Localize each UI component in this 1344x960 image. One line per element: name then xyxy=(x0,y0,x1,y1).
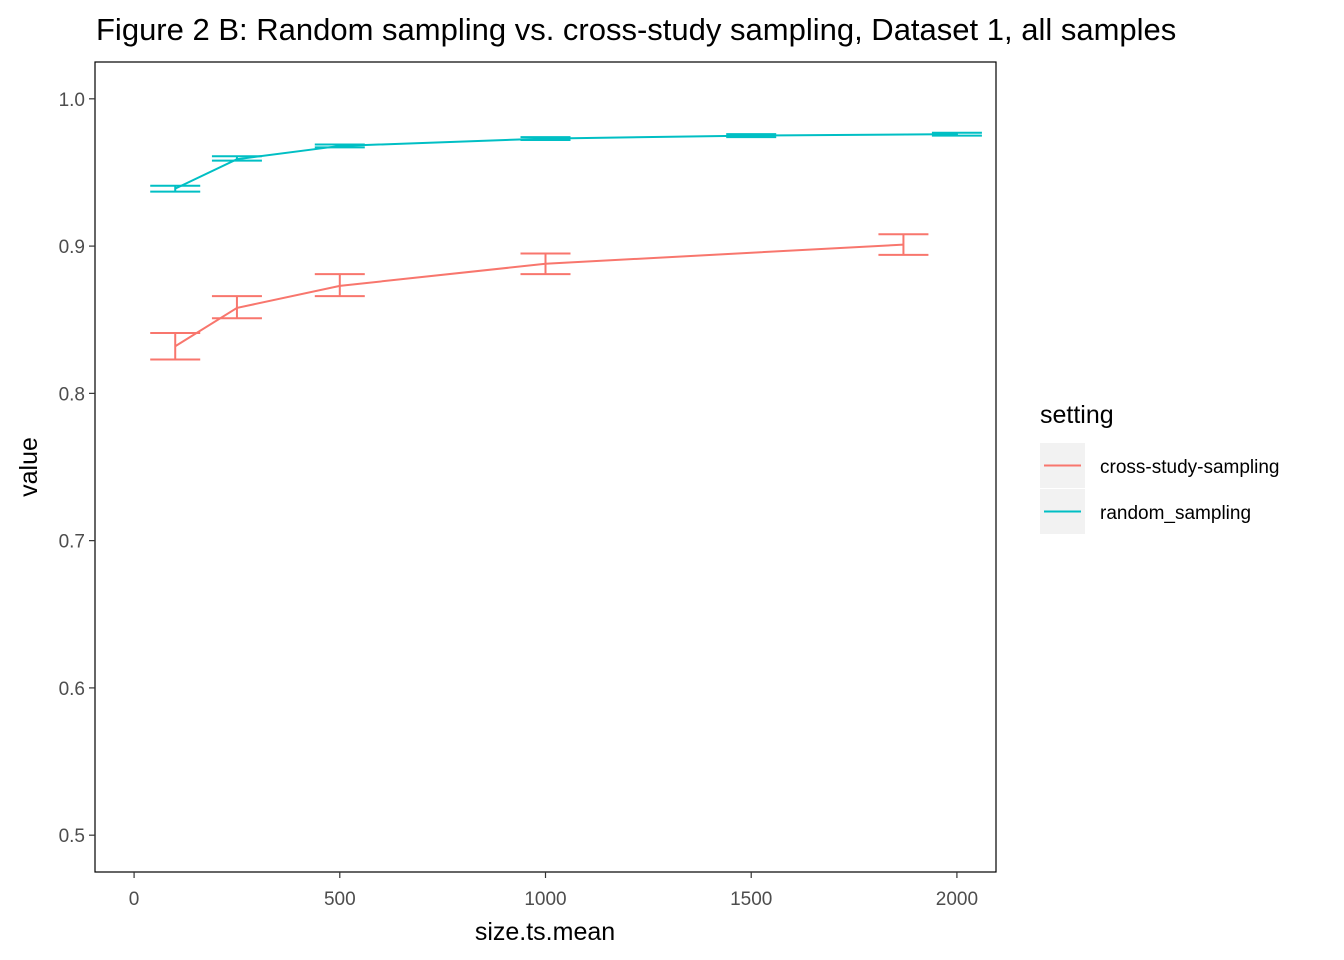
error-bar xyxy=(314,273,365,298)
legend-label: random_sampling xyxy=(1100,503,1251,524)
legend-item: random_sampling xyxy=(1040,489,1251,534)
error-bar xyxy=(314,143,365,149)
x-tick-label: 2000 xyxy=(936,889,978,910)
legend-label: cross-study-sampling xyxy=(1100,457,1280,478)
series-random_sampling xyxy=(150,131,982,193)
y-tick-label: 0.9 xyxy=(59,237,85,258)
legend-item: cross-study-sampling xyxy=(1040,443,1280,488)
x-tick-label: 0 xyxy=(129,889,140,910)
error-bar xyxy=(520,136,571,142)
plot-panel xyxy=(94,61,997,873)
y-tick-label: 0.6 xyxy=(59,679,85,700)
error-bar xyxy=(726,133,777,139)
chart-title: Figure 2 B: Random sampling vs. cross-st… xyxy=(96,12,1176,47)
error-bar xyxy=(150,184,201,193)
series-layer xyxy=(150,131,982,361)
x-axis: 0 500 1000 1500 2000 xyxy=(129,872,978,910)
error-bar xyxy=(150,331,201,361)
x-tick-label: 500 xyxy=(324,889,356,910)
legend-title: setting xyxy=(1040,401,1114,429)
error-bar xyxy=(211,155,262,162)
y-tick-label: 0.5 xyxy=(59,826,85,847)
error-bar xyxy=(878,233,929,256)
x-axis-title: size.ts.mean xyxy=(475,918,615,946)
y-axis: 0.5 0.6 0.7 0.8 0.9 1.0 xyxy=(59,90,95,847)
series-cross-study-sampling xyxy=(150,233,929,361)
error-bar xyxy=(520,252,571,276)
x-tick-label: 1000 xyxy=(524,889,566,910)
x-tick-label: 1500 xyxy=(730,889,772,910)
y-tick-label: 0.8 xyxy=(59,384,85,405)
y-tick-label: 1.0 xyxy=(59,90,85,111)
legend: setting cross-study-sampling random_sampl… xyxy=(1040,401,1280,534)
error-bar xyxy=(931,131,982,137)
y-axis-title: value xyxy=(15,437,43,497)
series-line xyxy=(174,133,957,190)
y-tick-label: 0.7 xyxy=(59,532,85,553)
error-bar xyxy=(211,295,262,320)
